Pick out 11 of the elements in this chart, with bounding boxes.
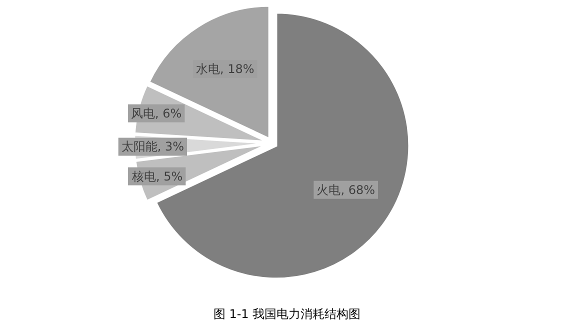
slice-label: 火电 xyxy=(316,182,341,197)
caption: 图 1-1 我国电力消耗结构图 xyxy=(213,307,361,321)
data-label: , 6% xyxy=(155,106,182,120)
data-label: , 3% xyxy=(157,140,184,154)
slice-label: 风电 xyxy=(131,106,156,120)
data-label: , 18% xyxy=(220,62,254,76)
data-label: , 68% xyxy=(340,182,375,197)
slice-label: 太阳能 xyxy=(121,140,158,154)
data-label: , 5% xyxy=(156,169,183,184)
slice-label: 水电 xyxy=(196,62,220,76)
slice-label: 核电 xyxy=(131,169,156,184)
